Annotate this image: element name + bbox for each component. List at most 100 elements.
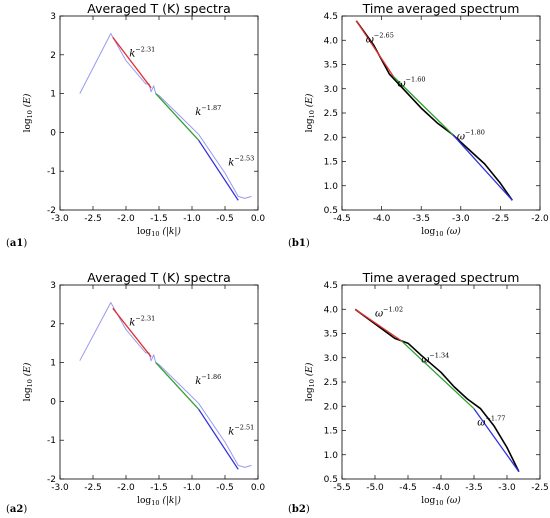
panel-b2: Time averaged spectrum -5.5 -5.0 -4.5 -4.0 -3…: [288, 270, 549, 515]
y-tick-label: 1.5: [324, 427, 338, 437]
x-tick-label: -2.0: [531, 214, 549, 224]
series-line: [198, 408, 239, 470]
y-tick-label: 4.5: [324, 281, 338, 291]
y-axis-label: log10 (E): [22, 93, 34, 132]
series-line: [354, 308, 520, 473]
exponent-annotation: ω−1.60: [397, 75, 425, 89]
y-tick-label: 3.0: [324, 354, 339, 364]
series-line: [155, 93, 200, 141]
plot-frame: [59, 15, 259, 211]
exponent-annotation: k−2.31: [129, 46, 155, 60]
series-line: [112, 36, 152, 89]
panel-label: (b1): [288, 238, 310, 249]
y-tick-label: 2.0: [324, 133, 339, 143]
series-line: [452, 134, 513, 201]
series-line: [393, 76, 454, 136]
x-tick-label: -3.0: [452, 214, 470, 224]
x-tick-label: -4.0: [373, 214, 391, 224]
exponent-annotation: k−2.31: [129, 315, 155, 329]
exponent-annotation: k−1.87: [195, 104, 221, 118]
y-tick-label: 4.0: [324, 36, 339, 46]
y-tick-label: 3.5: [324, 61, 338, 71]
x-tick-label: -1.0: [183, 214, 201, 224]
chart-title: Time averaged spectrum: [362, 270, 520, 285]
x-tick-label: -2.5: [492, 214, 510, 224]
x-tick-label: -3.5: [412, 214, 430, 224]
x-axis-label: log10 (|k|): [137, 495, 181, 507]
panel-label: (a2): [6, 504, 27, 515]
y-tick-label: 3: [50, 281, 56, 291]
x-axis-label: log10 (ω): [421, 495, 461, 507]
chart-title: Time averaged spectrum: [362, 1, 520, 16]
x-tick-label: -3.0: [51, 483, 69, 493]
y-tick-label: 3.0: [324, 85, 339, 95]
x-tick-label: -2.5: [84, 483, 102, 493]
y-tick-label: 2: [50, 51, 56, 61]
y-tick-label: 2: [50, 320, 56, 330]
y-axis-label: log10 (E): [304, 362, 316, 401]
plot-frame: [341, 284, 541, 480]
x-tick-label: -1.0: [183, 483, 201, 493]
x-axis-label: log10 (|k|): [137, 226, 181, 238]
y-tick-label: 2.5: [324, 109, 338, 119]
x-tick-label: -4.0: [432, 483, 450, 493]
x-tick-label: -4.5: [399, 483, 417, 493]
x-tick-label: -2.5: [84, 214, 102, 224]
x-tick-label: -5.0: [366, 483, 384, 493]
x-tick-label: -3.5: [465, 483, 483, 493]
y-tick-label: -1: [47, 436, 56, 446]
panel-a1: Averaged T (K) spectra -3.0 -2.5 -2.0 -1.5 -1…: [6, 1, 265, 249]
chart-title: Averaged T (K) spectra: [87, 270, 230, 285]
exponent-annotation: k−2.53: [228, 154, 254, 168]
series-line: [400, 340, 475, 410]
y-tick-label: 3: [50, 12, 56, 22]
x-tick-label: 0.0: [251, 214, 266, 224]
y-tick-label: 1: [50, 90, 56, 100]
x-tick-label: -3.0: [51, 214, 69, 224]
y-axis-label: log10 (E): [22, 362, 34, 401]
series-line: [79, 302, 252, 468]
y-tick-label: 3.5: [324, 330, 338, 340]
x-tick-label: -1.5: [150, 483, 168, 493]
x-axis-label: log10 (ω): [421, 226, 461, 238]
y-tick-label: 1.0: [324, 182, 339, 192]
exponent-annotation: ω−1.02: [375, 306, 403, 320]
exponent-annotation: ω−1.80: [457, 129, 485, 143]
y-tick-label: 0.5: [324, 475, 338, 485]
series-line: [112, 307, 152, 358]
plot-frame: [59, 284, 259, 480]
series-line: [79, 33, 252, 199]
x-tick-label: -1.5: [150, 214, 168, 224]
panel-a2: Averaged T (K) spectra -3.0 -2.5 -2.0 -1.5 -1…: [6, 270, 265, 515]
x-tick-label: -0.5: [216, 214, 234, 224]
y-tick-label: -1: [47, 167, 56, 177]
series-line: [355, 20, 395, 77]
y-axis-label: log10 (E): [304, 93, 316, 132]
y-tick-label: 0: [50, 397, 56, 407]
y-tick-label: 0.5: [324, 206, 338, 216]
exponent-annotation: ω−1.34: [421, 352, 449, 366]
exponent-annotation: ω−2.65: [366, 32, 394, 46]
y-tick-label: 1.5: [324, 158, 338, 168]
exponent-annotation: k−1.86: [195, 373, 221, 387]
series-line: [155, 362, 200, 410]
x-tick-label: -3.0: [498, 483, 516, 493]
y-tick-label: -2: [47, 475, 56, 485]
y-tick-label: 1.0: [324, 451, 339, 461]
x-tick-label: -4.5: [333, 214, 351, 224]
x-tick-label: -2.0: [117, 214, 135, 224]
y-tick-label: -2: [47, 206, 56, 216]
series-line: [354, 308, 402, 342]
x-tick-label: -2.0: [117, 483, 135, 493]
x-tick-label: 0.0: [251, 483, 266, 493]
panel-label: (b2): [288, 504, 310, 515]
panel-b1: Time averaged spectrum -4.5 -4.0 -3.5 -3.0 -2…: [288, 1, 549, 249]
x-tick-label: -2.5: [531, 483, 549, 493]
series-line: [355, 20, 513, 201]
panel-label: (a1): [6, 238, 27, 249]
y-tick-label: 2.5: [324, 378, 338, 388]
series-line: [198, 139, 239, 201]
x-tick-label: -0.5: [216, 483, 234, 493]
y-tick-label: 1: [50, 359, 56, 369]
